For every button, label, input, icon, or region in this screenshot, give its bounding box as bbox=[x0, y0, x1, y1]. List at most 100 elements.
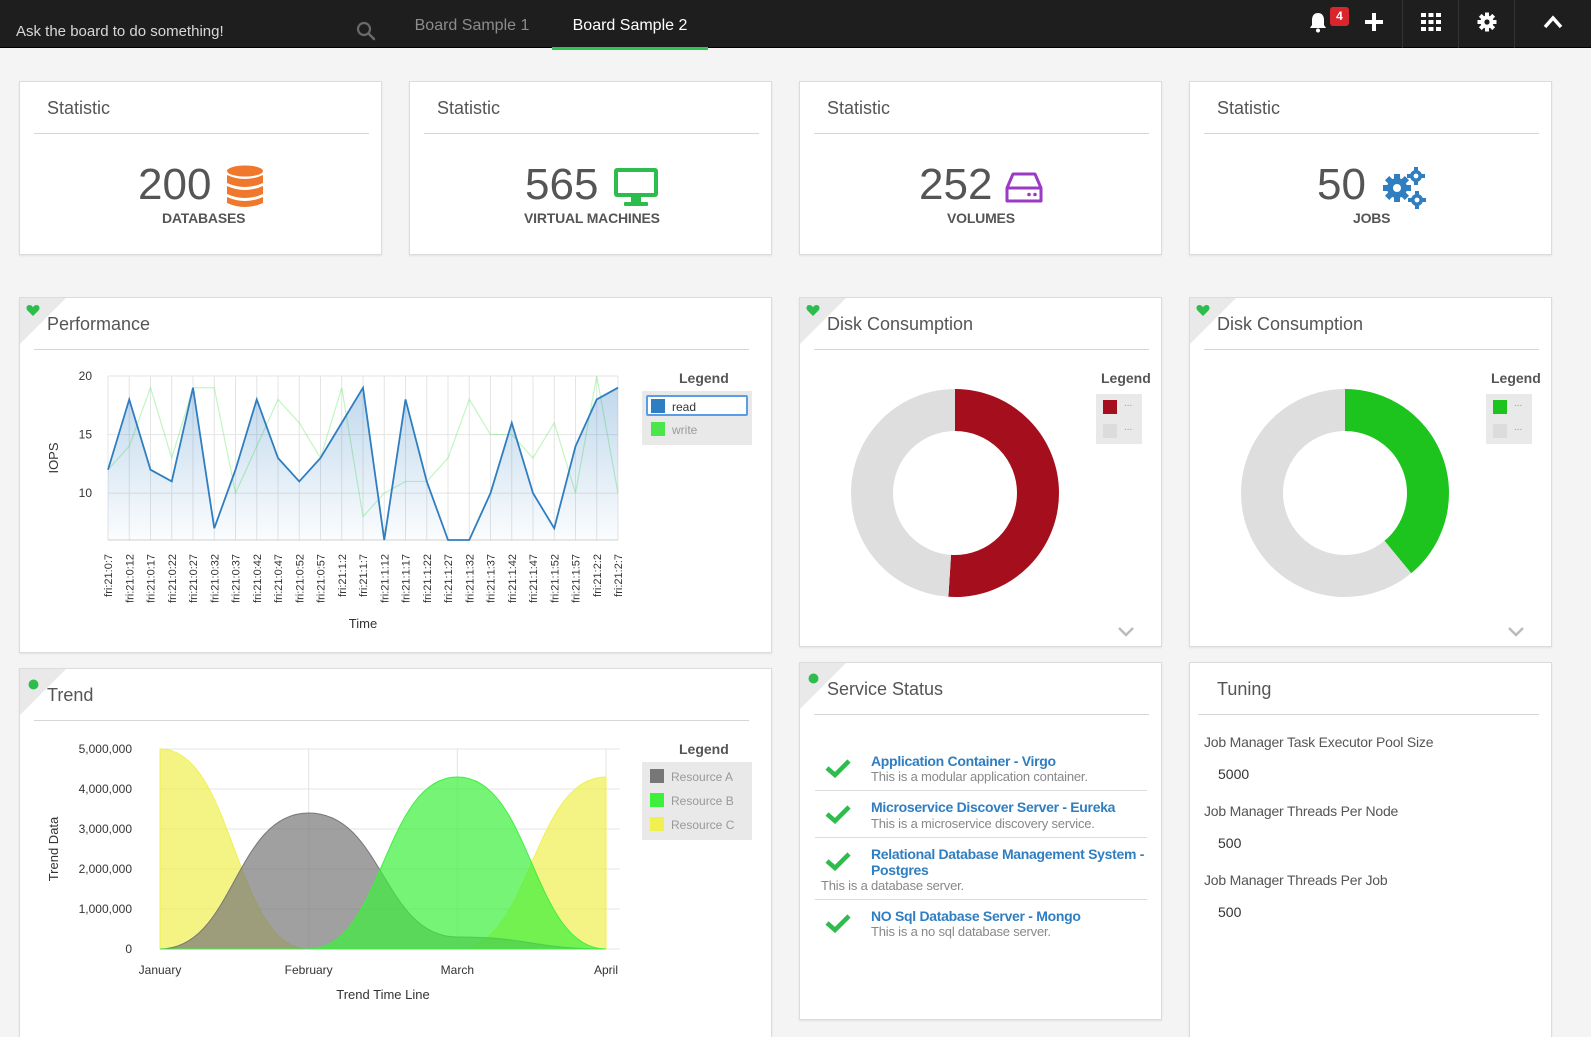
stat-value: 252 bbox=[919, 160, 993, 209]
service-link[interactable]: Application Container - Virgo bbox=[871, 753, 1056, 769]
series-line-read bbox=[107, 385, 619, 541]
legend: Resource A Resource B Resource C bbox=[642, 762, 752, 840]
series-area-resource-b bbox=[160, 776, 607, 950]
service-description: This is a no sql database server. bbox=[871, 924, 1051, 939]
notifications-button[interactable] bbox=[1290, 0, 1346, 48]
check-icon bbox=[825, 913, 851, 938]
tab-board-sample-1[interactable]: Board Sample 1 bbox=[414, 17, 530, 34]
disk-donut-chart bbox=[851, 389, 1059, 597]
x-tick-label: fri:21:0:47 bbox=[273, 554, 285, 603]
stat-value: 200 bbox=[138, 160, 212, 209]
y-tick-label: 5,000,000 bbox=[79, 742, 133, 756]
legend: ... ... bbox=[1096, 394, 1142, 444]
y-axis-label: Trend Data bbox=[46, 816, 61, 881]
command-input[interactable] bbox=[0, 0, 392, 48]
x-tick-label: fri:21:0:52 bbox=[294, 554, 306, 603]
database-icon bbox=[226, 165, 264, 214]
donut-slice-free bbox=[851, 389, 1059, 597]
x-tick-label: April bbox=[594, 963, 618, 977]
tuning-value[interactable]: 500 bbox=[1218, 904, 1242, 920]
card-title: Disk Consumption bbox=[827, 314, 974, 334]
legend-title: Legend bbox=[679, 370, 729, 386]
check-icon bbox=[825, 804, 851, 829]
card-title: Statistic bbox=[47, 98, 111, 118]
divider bbox=[815, 790, 1147, 791]
divider bbox=[1198, 714, 1539, 715]
legend-swatch bbox=[1493, 424, 1507, 438]
service-link[interactable]: Postgres bbox=[871, 862, 929, 878]
x-tick-label: February bbox=[285, 963, 333, 977]
stat-label: VIRTUAL MACHINES bbox=[524, 210, 660, 226]
collapse-button[interactable] bbox=[1514, 0, 1591, 48]
x-tick-label: fri:21:0:17 bbox=[146, 554, 158, 603]
legend: ... ... bbox=[1486, 394, 1532, 444]
tuning-value[interactable]: 500 bbox=[1218, 835, 1242, 851]
service-status-card: Service Status Application Container - V… bbox=[799, 662, 1162, 1020]
service-link[interactable]: NO Sql Database Server - Mongo bbox=[871, 908, 1081, 924]
legend-label: ... bbox=[1124, 422, 1133, 433]
add-button[interactable] bbox=[1346, 0, 1402, 48]
stat-card-virtual-machines: Statistic 565 VIRTUAL MACHINES bbox=[409, 81, 772, 255]
card-title: Service Status bbox=[827, 679, 944, 699]
x-tick-label: fri:21:0:42 bbox=[252, 554, 264, 603]
service-link[interactable]: Microservice Discover Server - Eureka bbox=[871, 799, 1116, 815]
tuning-label: Job Manager Task Executor Pool Size bbox=[1204, 734, 1434, 750]
disk-donut-chart bbox=[1241, 389, 1449, 597]
x-tick-label: fri:21:1:12 bbox=[379, 554, 391, 603]
legend-swatch bbox=[1103, 424, 1117, 438]
y-tick-label: 15 bbox=[79, 428, 93, 442]
legend-item-write[interactable]: write bbox=[646, 419, 748, 440]
status-dot-icon bbox=[28, 677, 39, 695]
x-tick-label: fri:21:0:27 bbox=[188, 554, 200, 603]
stat-card-volumes: Statistic 252 VOLUMES bbox=[799, 81, 1162, 255]
apps-button[interactable] bbox=[1402, 0, 1458, 48]
card-corner bbox=[20, 669, 66, 715]
donut-slice-free bbox=[1241, 389, 1449, 597]
service-link[interactable]: Relational Database Management System - bbox=[871, 846, 1145, 862]
top-bar: Board Sample 1 Board Sample 2 4 bbox=[0, 0, 1591, 50]
legend-swatch bbox=[650, 817, 664, 831]
performance-card: Performance 20 15 10 fri:21:0:7 fri:21:0:12 f… bbox=[19, 297, 772, 653]
x-tick-label: fri:21:0:12 bbox=[124, 554, 136, 603]
divider bbox=[1204, 133, 1539, 134]
legend-swatch bbox=[650, 793, 664, 807]
x-tick-label: fri:21:2:2 bbox=[592, 554, 604, 597]
legend-item-read[interactable]: read bbox=[646, 395, 748, 416]
chevron-down-icon[interactable] bbox=[1508, 624, 1524, 642]
heart-icon bbox=[806, 304, 820, 322]
search-icon[interactable] bbox=[356, 21, 376, 41]
y-tick-label: 1,000,000 bbox=[79, 902, 133, 916]
chevron-down-icon[interactable] bbox=[1118, 624, 1134, 642]
legend-label: read bbox=[672, 400, 697, 414]
x-tick-label: fri:21:0:32 bbox=[209, 554, 221, 603]
legend-swatch bbox=[1493, 400, 1507, 414]
service-description: This is a microservice discovery service… bbox=[871, 816, 1095, 831]
monitor-icon bbox=[613, 167, 659, 212]
card-title: Disk Consumption bbox=[1217, 314, 1364, 334]
stat-value: 565 bbox=[525, 160, 599, 209]
divider bbox=[815, 837, 1147, 838]
card-title: Performance bbox=[47, 314, 151, 334]
settings-button[interactable] bbox=[1458, 0, 1514, 48]
bell-icon bbox=[1307, 11, 1329, 38]
trend-chart: 5,000,000 4,000,000 3,000,000 2,000,000 1,00… bbox=[46, 742, 620, 1002]
legend-label[interactable]: Resource A bbox=[671, 770, 734, 784]
heart-icon bbox=[1196, 304, 1210, 322]
y-tick-label: 0 bbox=[125, 942, 132, 956]
x-tick-label: fri:21:1:17 bbox=[401, 554, 413, 603]
legend: read write bbox=[642, 391, 752, 445]
check-icon bbox=[825, 851, 851, 876]
legend-label[interactable]: Resource C bbox=[671, 818, 735, 832]
legend-swatch bbox=[1103, 400, 1117, 414]
tab-board-sample-2[interactable]: Board Sample 2 bbox=[552, 0, 708, 50]
x-axis-label: Time bbox=[349, 616, 377, 631]
x-tick-label: fri:21:1:52 bbox=[549, 554, 561, 603]
legend-label: ... bbox=[1514, 398, 1523, 409]
x-tick-label: fri:21:1:32 bbox=[464, 554, 476, 603]
legend-label[interactable]: Resource B bbox=[671, 794, 734, 808]
heart-icon bbox=[26, 304, 40, 322]
divider bbox=[1204, 349, 1539, 350]
tuning-value[interactable]: 5000 bbox=[1218, 766, 1250, 782]
y-tick-label: 4,000,000 bbox=[79, 782, 133, 796]
legend-title: Legend bbox=[1101, 370, 1151, 386]
